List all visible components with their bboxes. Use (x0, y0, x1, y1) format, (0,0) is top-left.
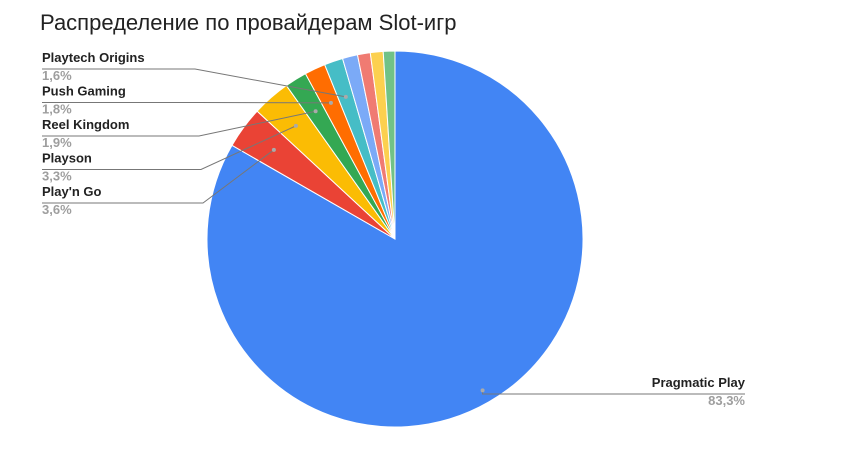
slice-value-label: 1,6% (42, 68, 72, 83)
slice-label: Reel Kingdom (42, 117, 129, 132)
leader-dot (328, 100, 333, 105)
leader-line (42, 149, 275, 204)
slice-value-label: 1,8% (42, 102, 72, 117)
leader-dot (480, 388, 485, 393)
leader-line (42, 68, 346, 98)
slice-value-label: 3,6% (42, 202, 72, 217)
leader-line (42, 110, 316, 137)
pie-slice (382, 50, 396, 240)
leader-line (482, 390, 745, 395)
slice-label: Play'n Go (42, 184, 101, 199)
leader-dot (271, 147, 276, 152)
slice-value-label: 83,3% (708, 393, 745, 408)
slice-label: Playtech Origins (42, 50, 145, 65)
slice-label: Pragmatic Play (652, 375, 746, 390)
slice-label: Push Gaming (42, 84, 126, 99)
leader-dot (343, 94, 348, 99)
slice-label: Playson (42, 151, 92, 166)
slice-value-label: 1,9% (42, 135, 72, 150)
leader-dot (293, 123, 298, 128)
leader-dot (313, 109, 318, 114)
slice-value-label: 3,3% (42, 169, 72, 184)
chart-title: Распределение по провайдерам Slot-игр (40, 10, 456, 35)
leader-line (42, 125, 297, 170)
